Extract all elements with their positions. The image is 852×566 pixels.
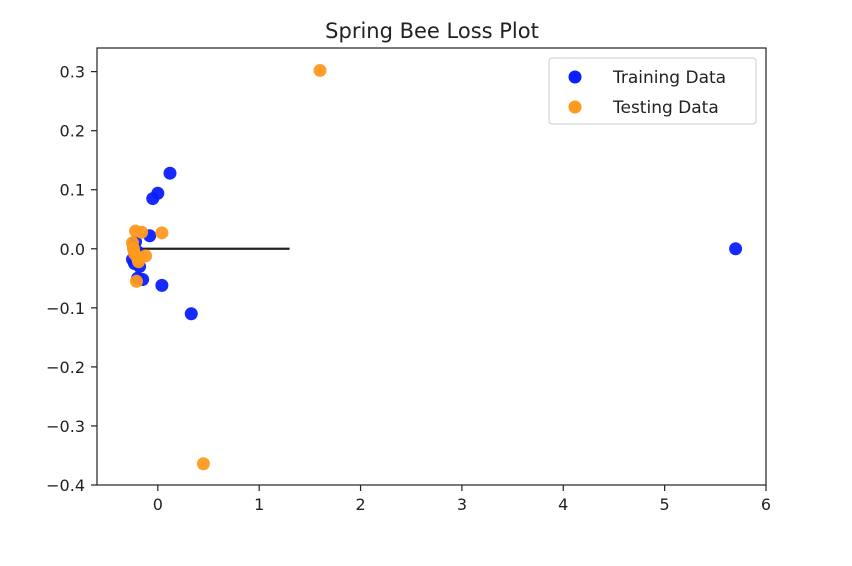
y-tick-label: −0.2 <box>46 358 85 377</box>
x-tick-label: 0 <box>153 495 163 514</box>
x-tick-label: 1 <box>254 495 264 514</box>
y-tick-label: −0.3 <box>46 417 85 436</box>
training-point <box>184 307 198 321</box>
x-tick-label: 4 <box>558 495 568 514</box>
testing-point <box>313 63 327 77</box>
training-point <box>155 278 169 292</box>
testing-point <box>196 457 210 471</box>
legend-box <box>548 57 757 125</box>
y-tick-label: 0.0 <box>60 240 85 259</box>
y-tick-label: −0.4 <box>46 476 85 495</box>
legend-label-training: Training Data <box>612 68 726 88</box>
training-point <box>729 242 743 256</box>
legend-marker-testing <box>568 100 582 114</box>
testing-point <box>130 274 144 288</box>
y-tick-label: 0.3 <box>60 63 85 82</box>
training-point <box>163 166 177 180</box>
y-tick-label: 0.2 <box>60 122 85 141</box>
y-tick-label: −0.1 <box>46 299 85 318</box>
x-tick-label: 3 <box>457 495 467 514</box>
legend: Training Data Testing Data <box>548 57 757 125</box>
plot-frame <box>96 47 767 486</box>
chart-title: Spring Bee Loss Plot <box>325 19 539 43</box>
x-tick-label: 5 <box>660 495 670 514</box>
testing-point <box>135 225 149 239</box>
legend-marker-training <box>568 70 582 84</box>
testing-point <box>132 255 146 269</box>
legend-label-testing: Testing Data <box>612 98 719 118</box>
data-points <box>125 63 743 471</box>
x-tick-label: 6 <box>761 495 771 514</box>
axes: 0 1 2 3 4 5 6 0.3 0.2 0.1 0.0 −0.1 −0.2 −0.3 −0.4 <box>46 47 771 514</box>
y-tick-label: 0.1 <box>60 181 85 200</box>
testing-point <box>155 226 169 240</box>
training-point <box>146 192 160 206</box>
x-tick-label: 2 <box>355 495 365 514</box>
